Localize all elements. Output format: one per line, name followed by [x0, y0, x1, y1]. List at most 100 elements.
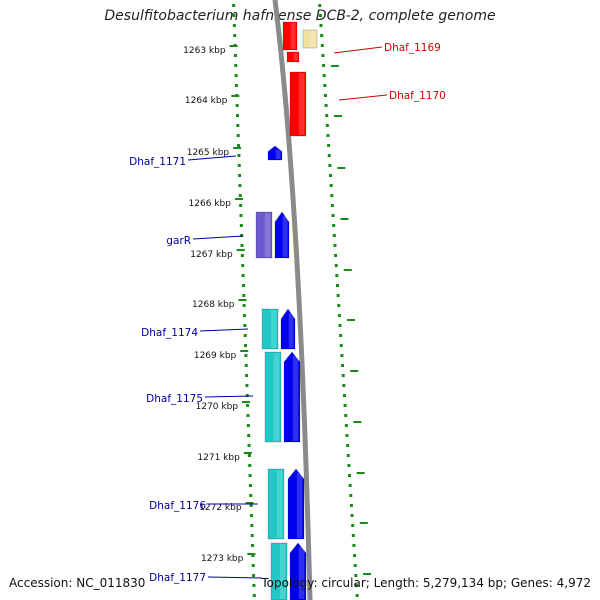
gene-blue-6 [289, 542, 307, 600]
tick-label: 1273 kbp [201, 554, 244, 564]
tick-dash-inner [234, 198, 243, 200]
dot-outer [351, 524, 355, 527]
tick-label: 1264 kbp [185, 96, 228, 106]
dot-inner [238, 184, 242, 187]
gene-blue-6-shade [298, 547, 305, 599]
dot-outer [343, 404, 347, 407]
dot-outer [349, 504, 353, 507]
tick-dash-outer [359, 522, 368, 524]
dot-outer [348, 484, 352, 487]
dot-outer [330, 204, 334, 207]
dot-inner [232, 24, 236, 27]
label-leader-line [338, 94, 388, 101]
dot-outer [328, 164, 332, 167]
dot-outer [354, 584, 358, 587]
dot-outer [320, 44, 324, 47]
dot-outer [318, 4, 322, 7]
dot-inner [251, 564, 255, 567]
dot-inner [242, 314, 246, 317]
dot-inner [246, 414, 250, 417]
tick-label: 1266 kbp [189, 199, 232, 209]
dot-outer [349, 494, 353, 497]
tick-dash-inner [243, 452, 252, 454]
dot-outer [336, 294, 340, 297]
dot-inner [239, 214, 243, 217]
dot-outer [323, 94, 327, 97]
dot-outer [353, 554, 357, 557]
tick-label: 1271 kbp [197, 453, 240, 463]
tick-label: 1268 kbp [192, 300, 235, 310]
gene-blue-3-shade [288, 313, 294, 348]
dot-outer [326, 134, 330, 137]
dot-inner [232, 4, 236, 7]
gene-blue-3 [280, 308, 296, 350]
dot-inner [234, 74, 238, 77]
label-leader-line [207, 576, 263, 579]
tick-label: 1269 kbp [194, 351, 237, 361]
gene-cyan-3-shade [276, 470, 283, 538]
tick-dash-inner [240, 350, 249, 352]
tick-dash-outer [330, 65, 339, 67]
dot-inner [237, 144, 241, 147]
dot-outer [324, 104, 328, 107]
dot-outer [334, 264, 338, 267]
tick-dash-outer [334, 115, 343, 117]
dot-inner [244, 354, 248, 357]
gene-red-1 [282, 21, 298, 51]
dot-outer [321, 54, 325, 57]
gene-cyan-4-shade [279, 544, 286, 599]
label-leader-line [199, 328, 249, 332]
dot-inner [240, 234, 244, 237]
dot-inner [240, 254, 244, 257]
label-leader-line [187, 155, 237, 161]
dot-outer [351, 534, 355, 537]
gene-label: Dhaf_1177 [149, 572, 206, 584]
gene-label: Dhaf_1174 [141, 327, 198, 339]
dot-inner [236, 124, 240, 127]
gene-label: Dhaf_1176 [149, 500, 206, 512]
dot-outer [337, 304, 341, 307]
tick-dash-inner [245, 502, 254, 504]
backbone-line [272, 0, 313, 600]
tick-dash-outer [343, 269, 352, 271]
dot-outer [333, 244, 337, 247]
dot-inner [250, 534, 254, 537]
dot-inner [237, 154, 241, 157]
gene-cyan-2 [264, 351, 282, 443]
tick-dash-outer [337, 167, 346, 169]
dot-inner [241, 264, 245, 267]
tick-dash-outer [346, 319, 355, 321]
dot-inner [234, 64, 238, 67]
tick-dash-inner [236, 249, 245, 251]
dot-outer [352, 544, 356, 547]
dot-outer [329, 174, 333, 177]
dot-inner [234, 84, 238, 87]
tick-dash-inner [238, 299, 247, 301]
dot-inner [235, 114, 239, 117]
gene-red-2 [286, 51, 300, 63]
dot-outer [335, 284, 339, 287]
dot-outer [325, 124, 329, 127]
tick-dash-inner [229, 45, 238, 47]
tick-label: 1270 kbp [196, 402, 239, 412]
gene-blue-2 [274, 211, 290, 259]
dot-outer [325, 114, 329, 117]
dot-inner [242, 304, 246, 307]
dot-inner [239, 204, 243, 207]
dot-inner [237, 164, 241, 167]
dot-outer [342, 394, 346, 397]
dot-outer [339, 334, 343, 337]
dot-inner [249, 494, 253, 497]
gene-purple-shade [264, 213, 271, 257]
dot-inner [252, 594, 256, 597]
dot-outer [330, 194, 334, 197]
gene-blue-5 [287, 468, 305, 540]
gene-yellow [302, 29, 318, 49]
dot-inner [249, 504, 253, 507]
dot-inner [250, 524, 254, 527]
dot-outer [344, 414, 348, 417]
topology-text: Topology: circular; Length: 5,279,134 bp… [261, 576, 591, 590]
gene-red-2-shade [293, 53, 298, 61]
gene-blue-4 [283, 351, 301, 443]
